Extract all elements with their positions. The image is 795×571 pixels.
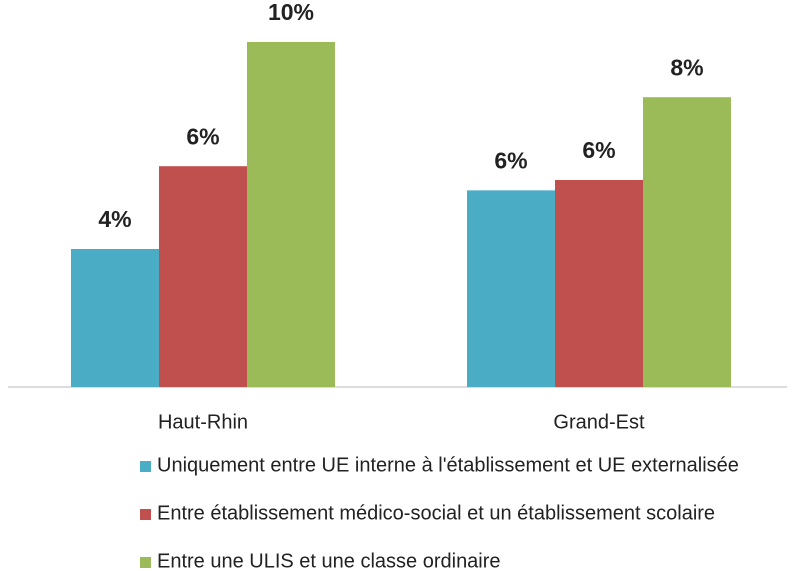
- legend-swatch: [140, 461, 151, 472]
- legend-label: Entre une ULIS et une classe ordinaire: [157, 550, 501, 571]
- bar: [643, 97, 731, 387]
- data-label: 8%: [670, 54, 703, 80]
- legend-swatch: [140, 557, 151, 568]
- bar: [247, 42, 335, 387]
- bar: [467, 190, 555, 387]
- x-tick-label: Grand-Est: [553, 411, 645, 433]
- bar: [71, 249, 159, 387]
- x-tick-label: Haut-Rhin: [158, 411, 248, 433]
- data-label: 4%: [98, 206, 131, 232]
- legend-label: Entre établissement médico-social et un …: [157, 502, 715, 524]
- data-label: 6%: [186, 123, 219, 149]
- legend-swatch: [140, 509, 151, 520]
- data-label: 6%: [582, 137, 615, 163]
- data-label: 10%: [268, 0, 314, 25]
- data-label: 6%: [494, 147, 527, 173]
- legend-label: Uniquement entre UE interne à l'établiss…: [157, 454, 739, 476]
- bar: [555, 180, 643, 387]
- bar: [159, 166, 247, 387]
